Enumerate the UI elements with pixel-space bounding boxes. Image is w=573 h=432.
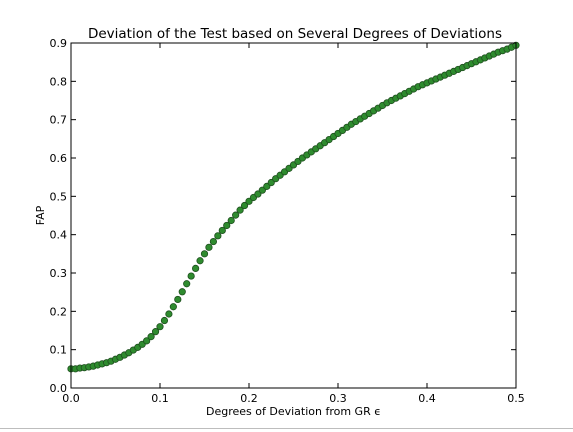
data-point (209, 237, 217, 246)
data-point (223, 221, 231, 230)
data-point (205, 243, 213, 251)
x-tick-label: 0.3 (329, 392, 347, 405)
data-point (156, 323, 164, 331)
y-tick-label: 0.0 (50, 382, 68, 395)
x-tick-label: 0.0 (62, 392, 80, 405)
y-tick-label: 0.3 (50, 267, 68, 280)
x-tick-label: 0.4 (418, 392, 436, 405)
data-point (214, 232, 222, 240)
y-tick-label: 0.7 (50, 114, 68, 127)
data-point (200, 250, 209, 258)
data-point (165, 310, 173, 318)
y-tick-label: 0.4 (50, 229, 68, 242)
y-axis-label: FAP (34, 205, 47, 225)
data-point (258, 186, 266, 194)
plot-frame (70, 42, 517, 389)
data-point (160, 316, 169, 325)
data-point (254, 190, 262, 198)
bottom-divider (0, 428, 573, 429)
data-point (143, 337, 151, 345)
y-tick-label: 0.9 (50, 37, 68, 50)
data-point (178, 288, 186, 296)
x-axis-label: Degrees of Deviation from GR ϵ (206, 405, 381, 418)
data-point (232, 211, 240, 219)
data-point (240, 201, 249, 210)
x-tick-label: 0.5 (507, 392, 525, 405)
y-tick-label: 0.2 (50, 305, 68, 318)
data-point (174, 295, 182, 304)
data-points (67, 41, 520, 373)
x-tick-label: 0.1 (151, 392, 169, 405)
x-tick-label: 0.2 (240, 392, 258, 405)
y-tick-label: 0.1 (50, 344, 68, 357)
data-point (151, 328, 160, 336)
data-point (187, 272, 195, 280)
data-point (218, 226, 226, 235)
data-point (227, 216, 235, 225)
chart-title: Deviation of the Test based on Several D… (88, 26, 502, 42)
data-point (169, 303, 177, 311)
y-tick-label: 0.6 (50, 152, 68, 165)
data-point (263, 182, 271, 190)
y-tick-label: 0.5 (50, 190, 68, 203)
y-axis-ticks: 0.0 0.1 0.2 0.3 0.4 0.5 0.6 0.7 0.8 0.9 (50, 37, 516, 395)
data-point (245, 197, 253, 205)
data-point (147, 333, 155, 341)
data-point (236, 206, 244, 214)
data-point (192, 264, 200, 272)
data-point (267, 178, 275, 187)
data-point (196, 257, 204, 265)
x-axis-ticks: 0.0 0.1 0.2 0.3 0.4 0.5 (62, 43, 525, 405)
data-point (183, 280, 191, 288)
y-tick-label: 0.8 (50, 75, 68, 88)
